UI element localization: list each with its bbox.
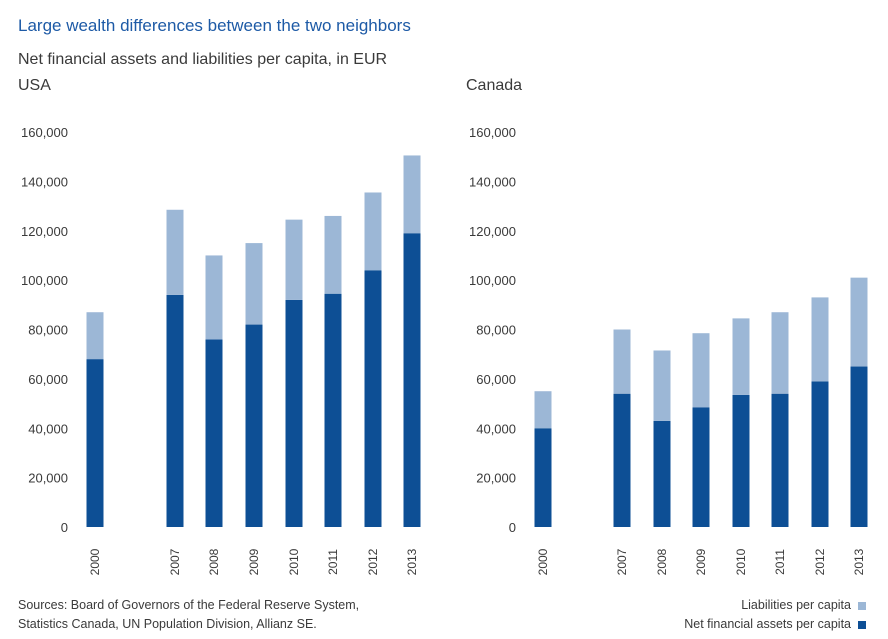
chart-subtitle: Net financial assets and liabilities per… bbox=[18, 51, 388, 68]
canada-bar-liabilities-2010 bbox=[732, 318, 750, 395]
canada-bar-net-assets-2011 bbox=[771, 393, 789, 527]
usa-ytick-label: 160,000 bbox=[21, 125, 68, 140]
canada-ytick-label: 100,000 bbox=[469, 273, 516, 288]
canada-bar-net-assets-2010 bbox=[732, 394, 750, 527]
usa-ytick-label: 80,000 bbox=[28, 323, 68, 338]
usa-bar-net-assets-2007 bbox=[166, 294, 184, 527]
canada-category-label: 2007 bbox=[615, 548, 629, 575]
canada-ytick-label: 80,000 bbox=[476, 323, 516, 338]
usa-category-label: 2000 bbox=[88, 548, 102, 575]
canada-ytick-label: 20,000 bbox=[476, 471, 516, 486]
canada-category-label: 2000 bbox=[536, 548, 550, 575]
canada-ytick-label: 160,000 bbox=[469, 125, 516, 140]
canada-bar-liabilities-2011 bbox=[771, 312, 789, 394]
usa-panel-title: USA bbox=[18, 77, 51, 94]
canada-bar-net-assets-2009 bbox=[692, 407, 710, 527]
usa-bar-liabilities-2007 bbox=[166, 209, 184, 295]
canada-ytick-label: 60,000 bbox=[476, 372, 516, 387]
usa-category-label: 2010 bbox=[287, 548, 301, 575]
chart-title: Large wealth differences between the two… bbox=[18, 16, 411, 35]
usa-bar-net-assets-2008 bbox=[205, 339, 223, 527]
usa-category-label: 2009 bbox=[247, 548, 261, 575]
sources-line-1: Sources: Board of Governors of the Feder… bbox=[18, 598, 360, 612]
canada-bar-liabilities-2013 bbox=[850, 277, 868, 367]
legend-label-liabilities: Liabilities per capita bbox=[741, 598, 851, 612]
canada-ytick-label: 120,000 bbox=[469, 224, 516, 239]
usa-category-label: 2008 bbox=[207, 548, 221, 575]
usa-ytick-label: 100,000 bbox=[21, 273, 68, 288]
canada-category-label: 2010 bbox=[734, 548, 748, 575]
usa-bar-net-assets-2011 bbox=[324, 293, 342, 527]
usa-bar-liabilities-2000 bbox=[86, 312, 104, 360]
usa-category-label: 2007 bbox=[168, 548, 182, 575]
usa-bar-liabilities-2012 bbox=[364, 192, 382, 271]
usa-bar-net-assets-2009 bbox=[245, 324, 263, 527]
canada-bar-liabilities-2009 bbox=[692, 333, 710, 408]
legend-swatch-liabilities bbox=[858, 601, 866, 610]
canada-bar-liabilities-2008 bbox=[653, 350, 671, 421]
canada-ytick-label: 140,000 bbox=[469, 174, 516, 189]
usa-bar-net-assets-2012 bbox=[364, 270, 382, 527]
canada-panel-title: Canada bbox=[466, 77, 523, 94]
usa-bar-net-assets-2010 bbox=[285, 299, 303, 527]
legend-label-net-assets: Net financial assets per capita bbox=[684, 617, 851, 631]
usa-ytick-label: 40,000 bbox=[28, 421, 68, 436]
canada-bar-liabilities-2012 bbox=[811, 297, 829, 382]
canada-bar-net-assets-2008 bbox=[653, 420, 671, 527]
usa-bar-liabilities-2010 bbox=[285, 219, 303, 300]
usa-bar-liabilities-2013 bbox=[403, 155, 421, 234]
usa-bar-net-assets-2000 bbox=[86, 359, 104, 527]
canada-bar-net-assets-2007 bbox=[613, 393, 631, 527]
sources-note: Sources: Board of Governors of the Feder… bbox=[18, 596, 359, 634]
legend-item-liabilities: Liabilities per capita bbox=[684, 596, 866, 615]
usa-ytick-label: 120,000 bbox=[21, 224, 68, 239]
canada-bar-net-assets-2013 bbox=[850, 366, 868, 527]
chart-svg: 0 20,000 40,000 60,000 80,000 100,000 120,000 1… bbox=[21, 125, 868, 575]
usa-category-label: 2012 bbox=[366, 548, 380, 575]
canada-bar-liabilities-2007 bbox=[613, 329, 631, 394]
usa-category-label: 2011 bbox=[326, 549, 340, 575]
usa-bar-liabilities-2011 bbox=[324, 215, 342, 294]
legend-swatch-net-assets bbox=[858, 620, 866, 629]
usa-ytick-label: 20,000 bbox=[28, 471, 68, 486]
usa-bar-net-assets-2013 bbox=[403, 233, 421, 527]
canada-ytick-label: 0 bbox=[509, 520, 516, 535]
usa-bar-liabilities-2009 bbox=[245, 243, 263, 325]
legend: Liabilities per capita Net financial ass… bbox=[684, 596, 866, 634]
usa-bar-liabilities-2008 bbox=[205, 255, 223, 340]
canada-category-label: 2013 bbox=[852, 548, 866, 575]
usa-ytick-label: 0 bbox=[61, 520, 68, 535]
canada-category-label: 2011 bbox=[773, 549, 787, 575]
canada-bar-liabilities-2000 bbox=[534, 391, 552, 429]
canada-bar-net-assets-2012 bbox=[811, 381, 829, 527]
canada-bar-net-assets-2000 bbox=[534, 428, 552, 527]
canada-ytick-label: 40,000 bbox=[476, 421, 516, 436]
usa-ytick-label: 140,000 bbox=[21, 174, 68, 189]
canada-category-label: 2008 bbox=[655, 548, 669, 575]
sources-line-2: Statistics Canada, UN Population Divisio… bbox=[18, 617, 317, 631]
canada-category-label: 2012 bbox=[813, 548, 827, 575]
usa-category-label: 2013 bbox=[405, 548, 419, 575]
usa-ytick-label: 60,000 bbox=[28, 372, 68, 387]
legend-item-net-assets: Net financial assets per capita bbox=[684, 615, 866, 634]
canada-category-label: 2009 bbox=[694, 548, 708, 575]
